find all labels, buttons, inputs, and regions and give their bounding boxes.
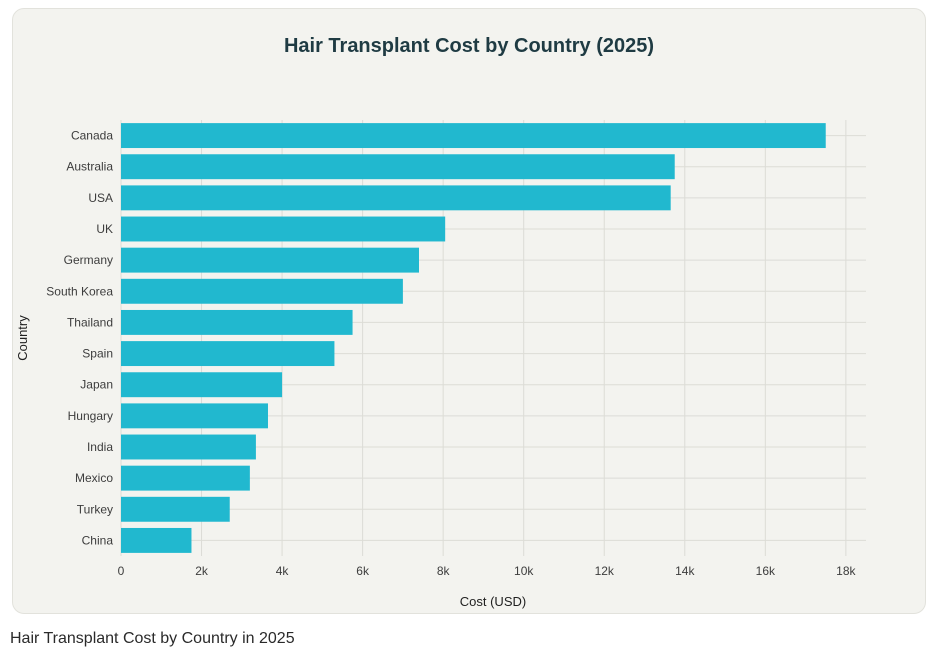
bar-uk	[121, 216, 446, 242]
bar-turkey	[121, 496, 230, 522]
bar-spain	[121, 341, 335, 367]
chart-title: Hair Transplant Cost by Country (2025)	[283, 35, 655, 57]
x-tick-label: 8k	[437, 564, 451, 578]
x-tick-label: 6k	[356, 564, 370, 578]
bar-mexico	[121, 465, 250, 491]
x-tick-labels: 0 2k 4k 6k 8k 10k 12k 14k 16k 18k	[118, 564, 857, 578]
bar-australia	[121, 154, 675, 180]
x-tick-label: 2k	[195, 564, 209, 578]
y-tick-label: Hungary	[68, 409, 113, 423]
y-tick-label: Germany	[64, 253, 113, 267]
bar-china	[121, 527, 192, 553]
y-tick-label: South Korea	[46, 284, 113, 298]
bar-germany	[121, 247, 419, 273]
x-axis-title: Cost (USD)	[460, 594, 526, 609]
x-tick-label: 10k	[514, 564, 534, 578]
y-tick-labels: Canada Australia USA UK Germany South Korea Th…	[46, 129, 113, 548]
bar-south-korea	[121, 278, 403, 304]
x-tick-label: 16k	[756, 564, 776, 578]
bar-hungary	[121, 403, 268, 429]
x-tick-label: 18k	[836, 564, 856, 578]
y-tick-label: Thailand	[67, 315, 113, 329]
y-tick-label: Japan	[80, 378, 113, 392]
y-tick-label: Turkey	[77, 502, 113, 516]
chart-caption: Hair Transplant Cost by Country in 2025	[10, 630, 295, 647]
bar-japan	[121, 372, 283, 398]
y-axis-title: Country	[15, 315, 30, 361]
y-tick-label: India	[87, 440, 113, 454]
x-tick-label: 14k	[675, 564, 695, 578]
y-tick-label: China	[82, 533, 114, 547]
y-tick-label: USA	[88, 191, 113, 205]
y-tick-label: UK	[96, 222, 113, 236]
x-tick-label: 0	[118, 564, 125, 578]
y-tick-label: Mexico	[75, 471, 113, 485]
x-tick-label: 12k	[595, 564, 615, 578]
bar-thailand	[121, 309, 353, 335]
x-tick-label: 4k	[276, 564, 290, 578]
bars	[121, 123, 826, 553]
y-tick-label: Canada	[71, 129, 113, 143]
y-tick-label: Spain	[82, 347, 113, 361]
y-tick-label: Australia	[66, 160, 113, 174]
bar-india	[121, 434, 256, 460]
bar-usa	[121, 185, 671, 211]
bar-canada	[121, 123, 826, 149]
